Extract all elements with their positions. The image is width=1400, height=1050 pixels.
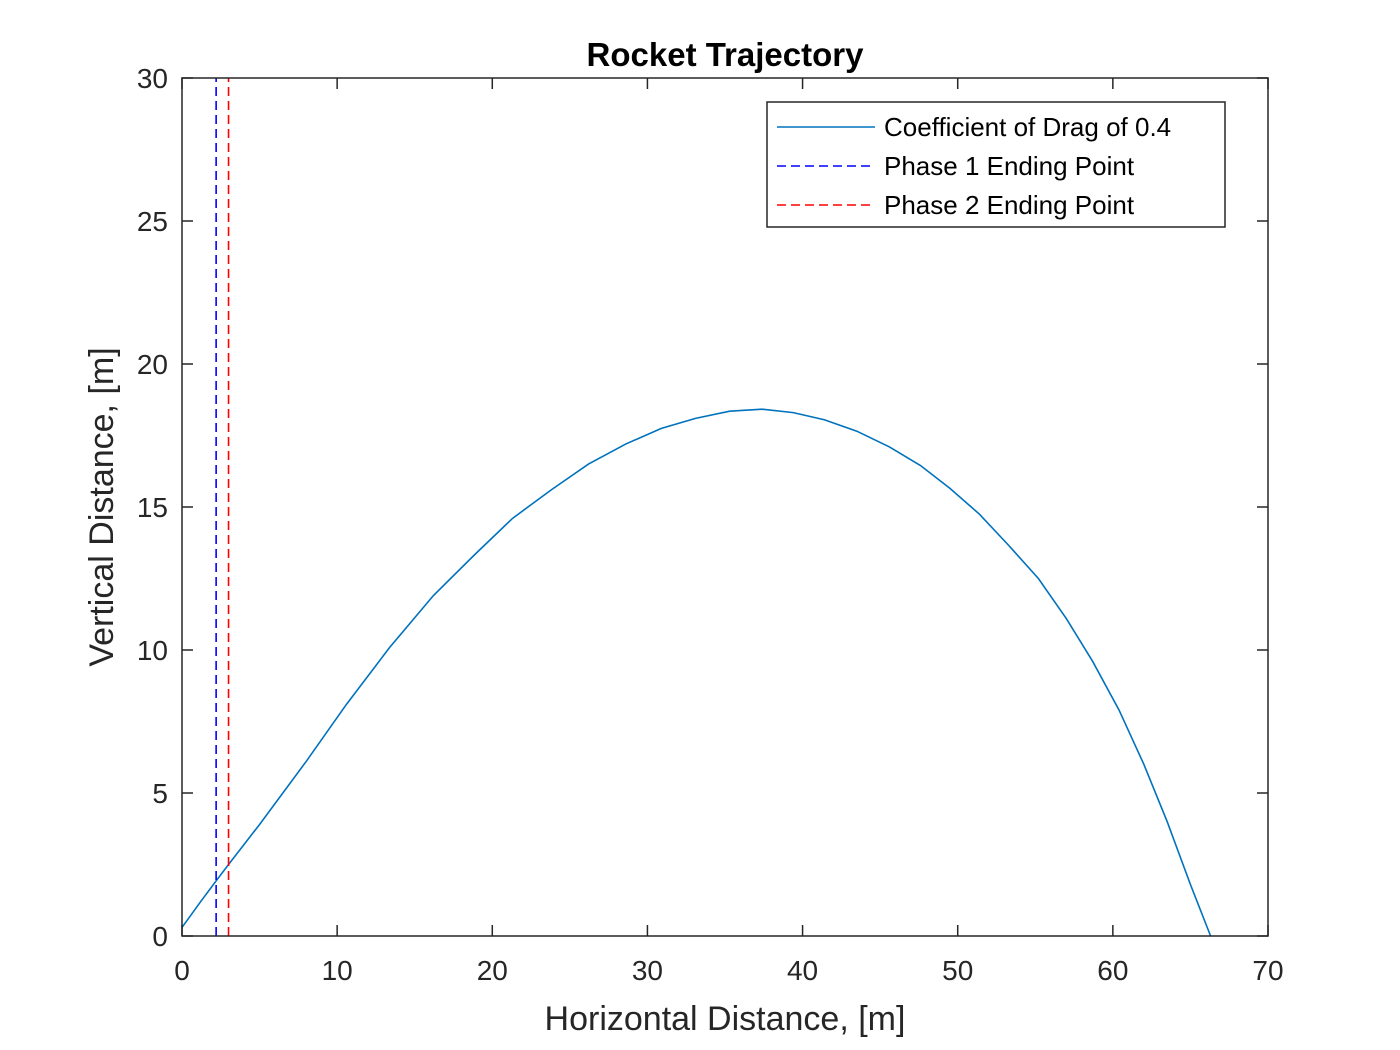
chart-title: Rocket Trajectory	[587, 36, 865, 73]
y-tick-label: 5	[152, 778, 168, 809]
axes-box	[181, 77, 1269, 937]
x-tick-label: 70	[1252, 955, 1283, 986]
legend-entries: Coefficient of Drag of 0.4 Phase 1 Ending…	[777, 112, 1171, 220]
legend-label: Coefficient of Drag of 0.4	[884, 112, 1171, 142]
y-tick-label: 15	[137, 492, 168, 523]
y-tick-label: 25	[137, 206, 168, 237]
legend-box	[766, 101, 1226, 228]
x-tick-label: 40	[787, 955, 818, 986]
x-axis-label: Horizontal Distance, [m]	[545, 1000, 906, 1038]
y-tick-label: 10	[137, 635, 168, 666]
series-coefficient-of-drag-of-0-4	[181, 408, 1212, 937]
x-tick-label: 0	[174, 955, 190, 986]
x-tick-label: 10	[322, 955, 353, 986]
y-tick-label: 0	[152, 921, 168, 952]
series-layer	[181, 78, 1212, 937]
ticks-layer: 0 10 20 30 40 50 60 70 0 5 10 15 20 25 30	[137, 63, 1284, 986]
x-tick-label: 20	[477, 955, 508, 986]
x-tick-label: 60	[1097, 955, 1128, 986]
legend: Coefficient of Drag of 0.4 Phase 1 Ending…	[766, 101, 1226, 228]
legend-label: Phase 2 Ending Point	[884, 190, 1135, 220]
x-tick-label: 50	[942, 955, 973, 986]
legend-label: Phase 1 Ending Point	[884, 151, 1135, 181]
y-axis-label: Vertical Distance, [m]	[83, 347, 121, 666]
y-tick-label: 20	[137, 349, 168, 380]
x-tick-label: 30	[632, 955, 663, 986]
y-tick-label: 30	[137, 63, 168, 94]
